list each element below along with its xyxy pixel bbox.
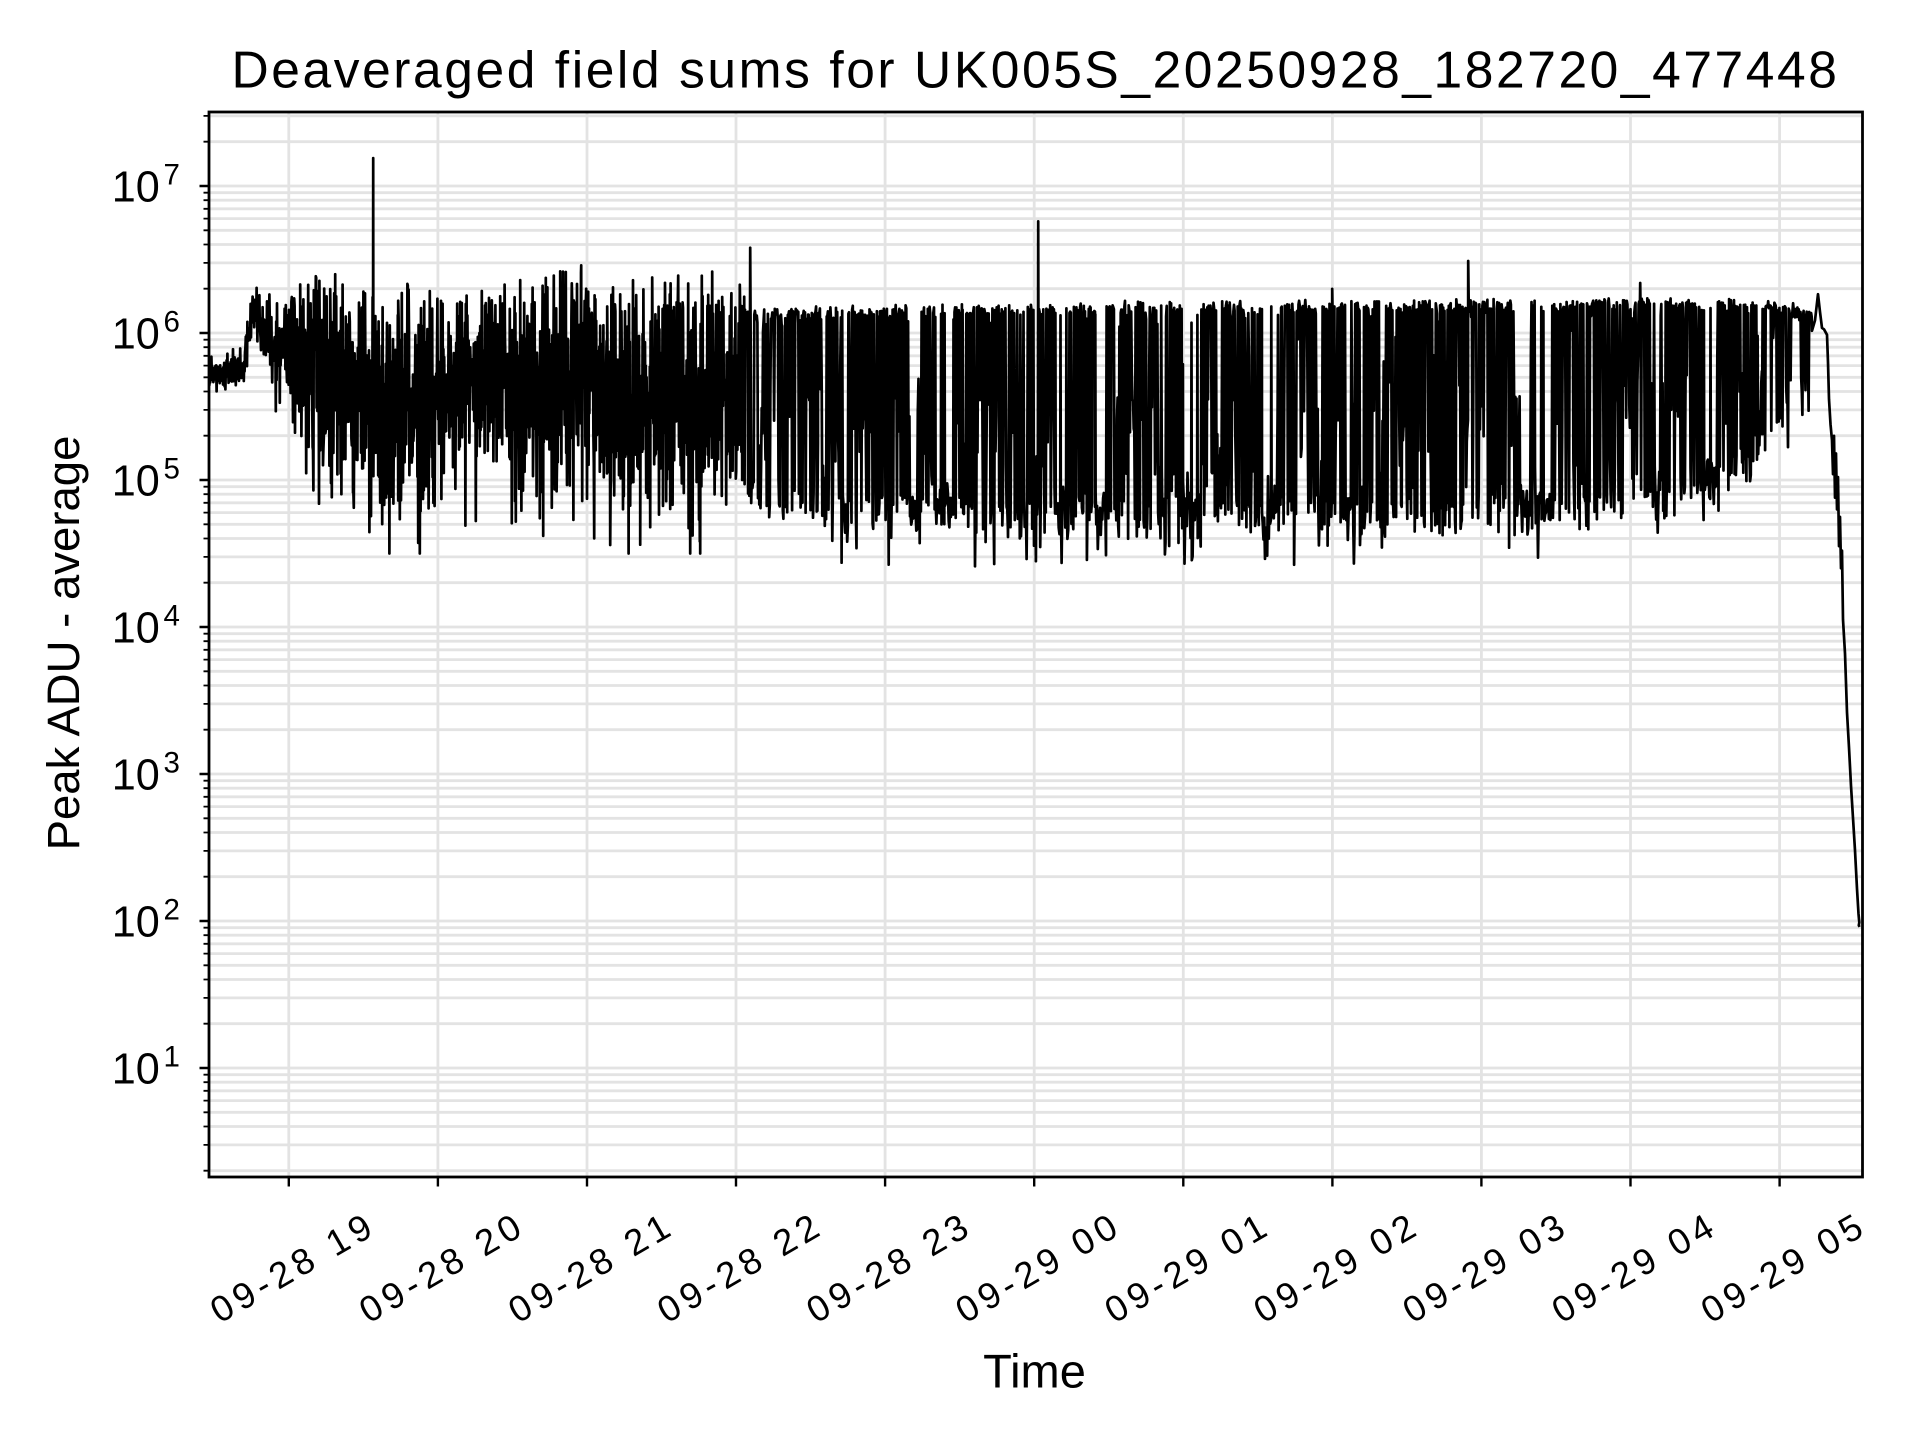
svg-text:6: 6 xyxy=(164,305,180,338)
svg-text:Time: Time xyxy=(983,1345,1086,1398)
svg-text:Deaveraged field sums for UK00: Deaveraged field sums for UK005S_2025092… xyxy=(232,41,1840,99)
svg-text:10: 10 xyxy=(112,311,160,359)
svg-text:5: 5 xyxy=(164,452,180,485)
svg-text:1: 1 xyxy=(164,1040,180,1073)
svg-text:10: 10 xyxy=(112,458,160,506)
svg-text:Peak ADU - average: Peak ADU - average xyxy=(38,436,89,851)
svg-text:10: 10 xyxy=(112,605,160,653)
svg-text:10: 10 xyxy=(112,899,160,947)
svg-text:10: 10 xyxy=(112,752,160,800)
svg-text:3: 3 xyxy=(164,746,180,779)
svg-text:2: 2 xyxy=(164,893,180,926)
svg-text:10: 10 xyxy=(112,164,160,212)
svg-text:7: 7 xyxy=(164,158,180,191)
svg-text:4: 4 xyxy=(164,599,180,632)
svg-text:10: 10 xyxy=(112,1046,160,1094)
